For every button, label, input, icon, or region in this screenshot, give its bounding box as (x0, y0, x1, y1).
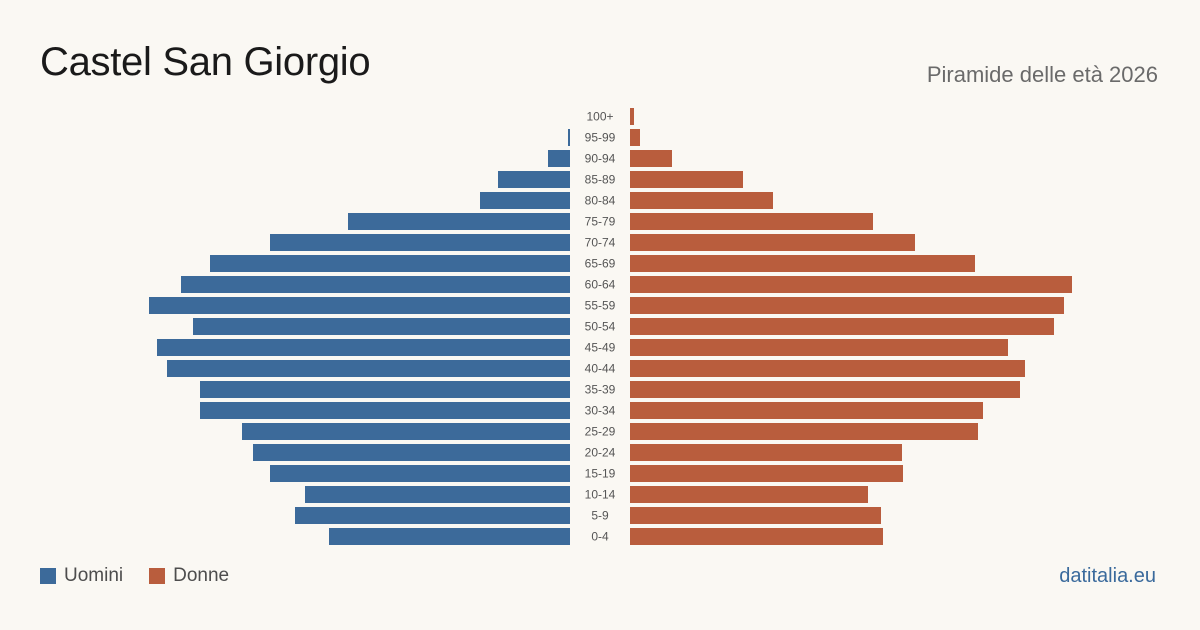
bar-men-10-14 (305, 486, 570, 503)
bar-men-90-94 (548, 150, 570, 167)
bar-women-15-19 (630, 465, 903, 482)
bar-men-5-9 (295, 507, 570, 524)
age-label-55-59: 55-59 (585, 299, 616, 313)
age-label-40-44: 40-44 (585, 362, 616, 376)
age-label-10-14: 10-14 (585, 488, 616, 502)
bar-men-40-44 (167, 360, 570, 377)
age-label-25-29: 25-29 (585, 425, 616, 439)
bar-men-80-84 (480, 192, 570, 209)
bar-women-70-74 (630, 234, 915, 251)
bar-women-100+ (630, 108, 634, 125)
bar-men-45-49 (157, 339, 570, 356)
age-label-65-69: 65-69 (585, 257, 616, 271)
bar-women-55-59 (630, 297, 1064, 314)
chart-legend: Uomini Donne (40, 565, 255, 587)
bar-women-30-34 (630, 402, 983, 419)
legend-swatch-men (40, 568, 56, 584)
bar-men-95-99 (568, 129, 570, 146)
legend-item-men: Uomini (40, 565, 123, 587)
bar-women-65-69 (630, 255, 975, 272)
bar-men-30-34 (200, 402, 570, 419)
age-label-95-99: 95-99 (585, 131, 616, 145)
bar-men-15-19 (270, 465, 570, 482)
bar-women-35-39 (630, 381, 1020, 398)
bar-men-85-89 (498, 171, 570, 188)
age-label-15-19: 15-19 (585, 467, 616, 481)
legend-swatch-women (149, 568, 166, 584)
bar-men-35-39 (200, 381, 570, 398)
legend-label-men: Uomini (64, 565, 124, 586)
bar-men-65-69 (210, 255, 570, 272)
bar-women-90-94 (630, 150, 672, 167)
bar-men-60-64 (181, 276, 570, 293)
age-label-85-89: 85-89 (585, 173, 616, 187)
bar-women-0-4 (630, 528, 883, 545)
bar-men-55-59 (149, 297, 570, 314)
bar-women-85-89 (630, 171, 743, 188)
bar-women-5-9 (630, 507, 881, 524)
chart-title: Castel San Giorgio (40, 40, 371, 84)
bar-women-20-24 (630, 444, 902, 461)
bar-men-50-54 (193, 318, 570, 335)
bar-men-0-4 (329, 528, 570, 545)
bar-women-40-44 (630, 360, 1025, 377)
bar-men-70-74 (270, 234, 570, 251)
legend-item-women: Donne (149, 565, 229, 587)
age-label-60-64: 60-64 (585, 278, 616, 292)
chart-subtitle: Piramide delle età 2026 (926, 62, 1158, 87)
age-label-45-49: 45-49 (585, 341, 616, 355)
age-label-100+: 100+ (586, 110, 613, 124)
age-label-20-24: 20-24 (585, 446, 616, 460)
bar-men-75-79 (348, 213, 570, 230)
bar-women-60-64 (630, 276, 1072, 293)
bar-men-25-29 (242, 423, 570, 440)
age-label-0-4: 0-4 (591, 530, 609, 544)
bar-men-20-24 (253, 444, 570, 461)
bar-women-25-29 (630, 423, 978, 440)
bar-women-80-84 (630, 192, 773, 209)
source-link[interactable]: datitalia.eu (1059, 565, 1156, 587)
age-label-70-74: 70-74 (585, 236, 616, 250)
age-label-5-9: 5-9 (591, 509, 609, 523)
age-label-90-94: 90-94 (585, 152, 616, 166)
legend-label-women: Donne (173, 565, 230, 586)
bar-women-45-49 (630, 339, 1008, 356)
bar-women-50-54 (630, 318, 1054, 335)
age-label-50-54: 50-54 (585, 320, 616, 334)
bar-women-95-99 (630, 129, 640, 146)
age-label-80-84: 80-84 (585, 194, 616, 208)
age-label-35-39: 35-39 (585, 383, 616, 397)
age-label-30-34: 30-34 (585, 404, 616, 418)
bar-women-10-14 (630, 486, 868, 503)
bar-women-75-79 (630, 213, 873, 230)
age-label-75-79: 75-79 (585, 215, 616, 229)
